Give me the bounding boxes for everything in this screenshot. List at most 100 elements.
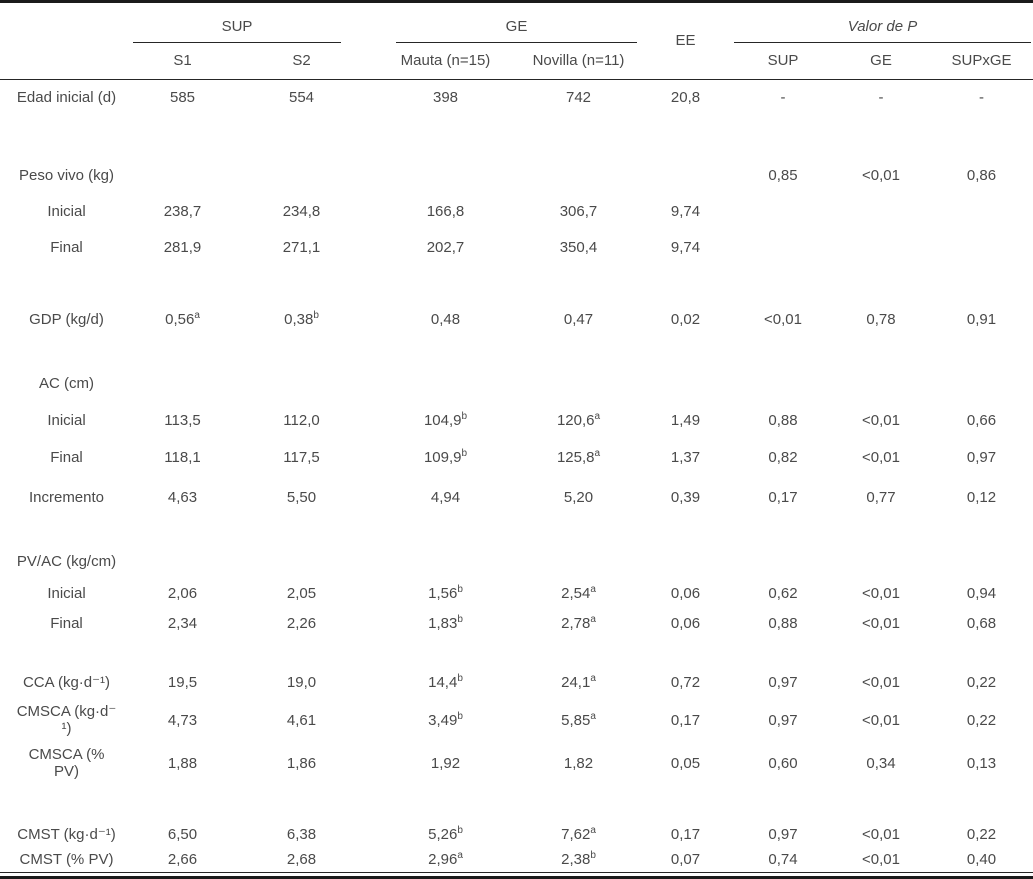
row-label: Edad inicial (d) — [16, 88, 117, 106]
cell-value: 117,5 — [283, 449, 320, 466]
value-cell: 0,47 — [520, 301, 637, 337]
value-cell: 166,8 — [371, 193, 520, 229]
value-cell: 5,20 — [520, 476, 637, 518]
cell-superscript: b — [457, 672, 463, 684]
cell-value: 0,97 — [768, 711, 798, 729]
cell-value: 0,94 — [966, 584, 997, 602]
cell-value: 109,9 — [423, 449, 462, 466]
spacer-row — [0, 115, 1033, 157]
cell-value: 4,73 — [167, 711, 198, 729]
cell-value: 5,50 — [286, 488, 317, 506]
cell-value: 1,92 — [430, 754, 461, 772]
value-cell: 9,74 — [637, 229, 734, 265]
cell-superscript: b — [461, 410, 468, 422]
cell-value: <0,01 — [862, 711, 900, 729]
value-cell: 2,66 — [133, 848, 232, 873]
row-label: CCA (kg·d⁻¹) — [22, 673, 111, 691]
table-row: CMSCA (% PV) 1,88 1,86 1,92 1,82 0,05 0,60 0,34… — [0, 740, 1033, 786]
value-cell: 0,60 — [734, 740, 832, 786]
cell-value: 0,22 — [966, 825, 997, 843]
cell-value: 0,02 — [670, 310, 701, 328]
table-row: Final 118,1 117,5 109,9b 125,8a 1,37 0,82 <0,01… — [0, 439, 1033, 476]
value-cell — [371, 365, 520, 401]
value-cell — [371, 544, 520, 578]
sup-group-header: SUP — [133, 3, 371, 43]
table-row: Peso vivo (kg) 0,85 <0,01 0,86 — [0, 157, 1033, 193]
results-table: SUP GE EE Valor de P S1 S2 Mauta (n=15) … — [0, 3, 1033, 873]
cell-value: 2,05 — [286, 584, 317, 602]
cell-value: 125,8 — [556, 449, 595, 466]
value-cell — [637, 544, 734, 578]
row-label: Final — [50, 614, 83, 632]
cell-value: 0,17 — [670, 711, 701, 729]
cell-value: <0,01 — [862, 825, 900, 843]
value-cell: 1,86 — [232, 740, 371, 786]
cell-value: 14,4 — [428, 673, 458, 691]
value-cell: 0,94 — [930, 578, 1033, 608]
cell-value: <0,01 — [862, 851, 900, 869]
sub-header-row: S1 S2 Mauta (n=15) Novilla (n=11) SUP GE… — [0, 43, 1033, 80]
value-cell: 0,17 — [637, 700, 734, 740]
value-cell: 0,97 — [734, 664, 832, 700]
cell-superscript: a — [590, 583, 596, 595]
ge-group-header: GE — [371, 3, 637, 43]
value-cell: 24,1a — [520, 664, 637, 700]
value-cell: 0,88 — [734, 608, 832, 638]
cell-value: 0,97 — [768, 825, 798, 843]
value-cell: 742 — [520, 79, 637, 115]
value-cell: 112,0 — [232, 401, 371, 439]
cell-value: 0,66 — [966, 411, 997, 429]
cell-value: - — [780, 88, 786, 106]
value-cell: 1,49 — [637, 401, 734, 439]
value-cell: 238,7 — [133, 193, 232, 229]
cell-value: 350,4 — [559, 238, 598, 256]
p-supxge-column-header: SUPxGE — [930, 43, 1033, 80]
value-cell: 5,50 — [232, 476, 371, 518]
cell-value: <0,01 — [862, 614, 900, 632]
cell-superscript: b — [313, 309, 319, 321]
cell-value: 5,85 — [561, 711, 591, 729]
value-cell: 1,83b — [371, 608, 520, 638]
value-cell — [232, 157, 371, 193]
cell-value: 0,34 — [866, 754, 896, 772]
cell-value: 0,07 — [670, 851, 701, 869]
cell-value: 0,88 — [768, 411, 798, 429]
value-cell: <0,01 — [832, 820, 930, 848]
cell-value: - — [878, 88, 884, 106]
value-cell: 2,68 — [232, 848, 371, 873]
value-cell: 0,97 — [930, 439, 1033, 476]
cell-value: <0,01 — [862, 411, 900, 429]
value-cell: 0,56a — [133, 301, 232, 337]
novilla-column-header: Novilla (n=11) — [520, 43, 637, 80]
cell-value: 554 — [288, 88, 315, 106]
cell-value: <0,01 — [862, 584, 900, 602]
value-cell — [133, 544, 232, 578]
ee-column-header: EE — [637, 3, 734, 80]
value-cell: 7,62a — [520, 820, 637, 848]
cell-value: 0,40 — [966, 851, 997, 869]
cell-superscript: b — [457, 583, 463, 595]
cell-value: 24,1 — [561, 673, 591, 691]
value-cell — [637, 157, 734, 193]
value-cell: 2,26 — [232, 608, 371, 638]
cell-value: 1,37 — [670, 449, 701, 466]
table-row: Inicial 238,7 234,8 166,8 306,7 9,74 — [0, 193, 1033, 229]
value-cell: 104,9b — [371, 401, 520, 439]
value-cell — [930, 544, 1033, 578]
value-cell: 585 — [133, 79, 232, 115]
value-cell — [734, 365, 832, 401]
table-header: SUP GE EE Valor de P S1 S2 Mauta (n=15) … — [0, 3, 1033, 80]
value-cell — [832, 229, 930, 265]
cell-value: 6,38 — [286, 825, 317, 843]
value-cell: 0,74 — [734, 848, 832, 873]
cell-value: 281,9 — [163, 238, 202, 256]
value-cell: <0,01 — [832, 664, 930, 700]
value-cell: 4,94 — [371, 476, 520, 518]
s1-column-header: S1 — [133, 43, 232, 80]
value-cell: 0,13 — [930, 740, 1033, 786]
value-cell — [734, 229, 832, 265]
value-cell — [520, 365, 637, 401]
table-row: CCA (kg·d⁻¹) 19,5 19,0 14,4b 24,1a 0,72 0,97 <0… — [0, 664, 1033, 700]
value-cell — [520, 157, 637, 193]
